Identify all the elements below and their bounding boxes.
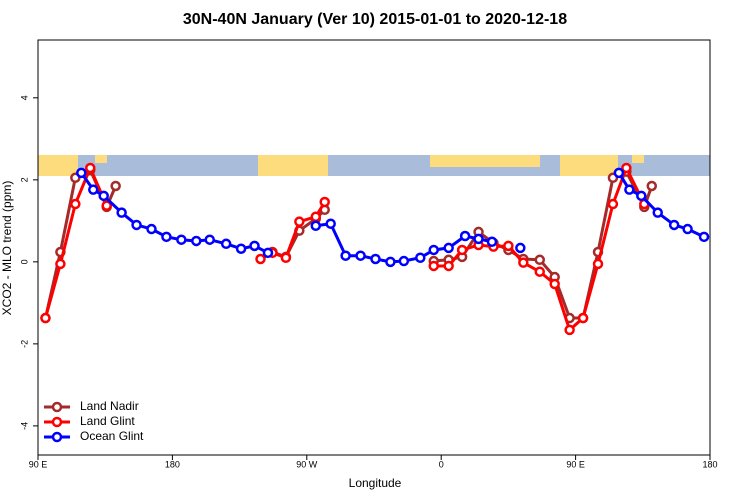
x-tick-label: 90 E — [566, 459, 585, 469]
x-tick-label: 90 W — [296, 459, 318, 469]
x-axis-title: Longitude — [349, 476, 402, 490]
plot-frame — [37, 39, 711, 456]
point — [146, 223, 157, 235]
point — [255, 253, 266, 265]
point — [534, 254, 546, 266]
point — [636, 190, 647, 202]
point — [235, 243, 247, 254]
x-tick-label: 90 E — [29, 459, 48, 469]
series-line — [44, 167, 654, 320]
point — [613, 167, 625, 179]
legend-marker — [51, 431, 63, 443]
point — [319, 196, 330, 208]
point — [161, 231, 172, 243]
point — [577, 312, 589, 324]
chart-title: 30N-40N January (Ver 10) 2015-01-01 to 2… — [183, 11, 567, 28]
y-tick-label: 4 — [19, 95, 29, 100]
point — [443, 260, 454, 272]
point — [280, 252, 292, 264]
point — [98, 190, 109, 202]
point — [486, 236, 498, 248]
point — [370, 253, 381, 265]
point — [70, 198, 81, 210]
y-tick-label: 0 — [19, 259, 29, 264]
point — [592, 258, 604, 270]
point — [310, 220, 322, 232]
point — [668, 219, 680, 231]
point — [428, 244, 439, 256]
point — [220, 238, 232, 250]
point — [262, 247, 274, 259]
point — [55, 258, 66, 270]
map-strip — [38, 155, 710, 176]
point — [116, 207, 127, 218]
x-tick-label: 0 — [439, 459, 444, 469]
legend-marker — [51, 416, 63, 428]
point — [682, 223, 693, 235]
point — [607, 198, 619, 210]
legend-label: Land Glint — [80, 414, 135, 428]
point — [204, 234, 215, 245]
point — [110, 180, 121, 192]
y-axis-title: XCO2 - MLO trend (ppm) — [0, 181, 14, 316]
point — [698, 231, 710, 243]
point — [191, 235, 202, 247]
point — [456, 244, 468, 256]
point — [503, 240, 514, 252]
series-line — [44, 164, 646, 333]
point — [101, 200, 112, 211]
point — [518, 257, 529, 268]
point — [355, 250, 366, 261]
point — [624, 184, 635, 195]
y-tick-label: -4 — [19, 422, 29, 430]
point — [340, 250, 351, 261]
point — [549, 278, 560, 290]
legend-label: Ocean Glint — [80, 429, 144, 443]
y-tick-label: 2 — [19, 177, 29, 182]
point — [249, 240, 260, 252]
y-tick-label: -2 — [19, 340, 29, 348]
point — [428, 260, 439, 272]
point — [473, 233, 484, 245]
point — [646, 180, 658, 192]
point — [40, 312, 51, 324]
point — [131, 219, 142, 231]
point — [385, 256, 396, 268]
point — [398, 255, 410, 267]
point — [76, 167, 87, 179]
point — [652, 207, 663, 218]
point — [310, 211, 322, 222]
point — [325, 218, 336, 229]
point — [176, 234, 187, 245]
point — [564, 324, 575, 336]
point — [415, 252, 426, 264]
legend-label: Land Nadir — [80, 399, 139, 413]
legend-marker — [51, 401, 63, 413]
x-tick-label: 180 — [702, 459, 717, 469]
point — [459, 230, 471, 242]
point — [515, 242, 526, 254]
point — [443, 242, 454, 254]
point — [85, 162, 96, 174]
point — [294, 216, 305, 227]
point — [621, 162, 632, 174]
x-tick-label: 180 — [165, 459, 180, 469]
point — [534, 266, 546, 277]
point — [88, 184, 99, 195]
